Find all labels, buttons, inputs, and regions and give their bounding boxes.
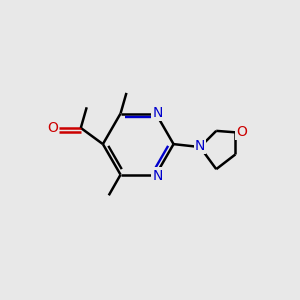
Text: O: O <box>236 125 247 139</box>
Text: N: N <box>152 169 163 183</box>
Text: N: N <box>152 106 163 120</box>
Text: O: O <box>47 121 58 135</box>
Text: N: N <box>195 139 205 153</box>
